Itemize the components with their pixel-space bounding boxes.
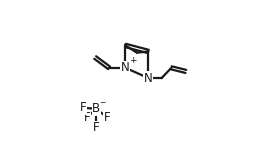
Text: +: + (129, 56, 136, 65)
Text: N: N (144, 72, 153, 85)
Text: F: F (80, 101, 86, 114)
Text: F: F (104, 111, 110, 124)
Text: N: N (121, 61, 130, 74)
Text: B: B (92, 102, 100, 115)
Text: −: − (99, 98, 105, 107)
Text: F: F (93, 121, 100, 134)
Text: F: F (83, 111, 90, 124)
